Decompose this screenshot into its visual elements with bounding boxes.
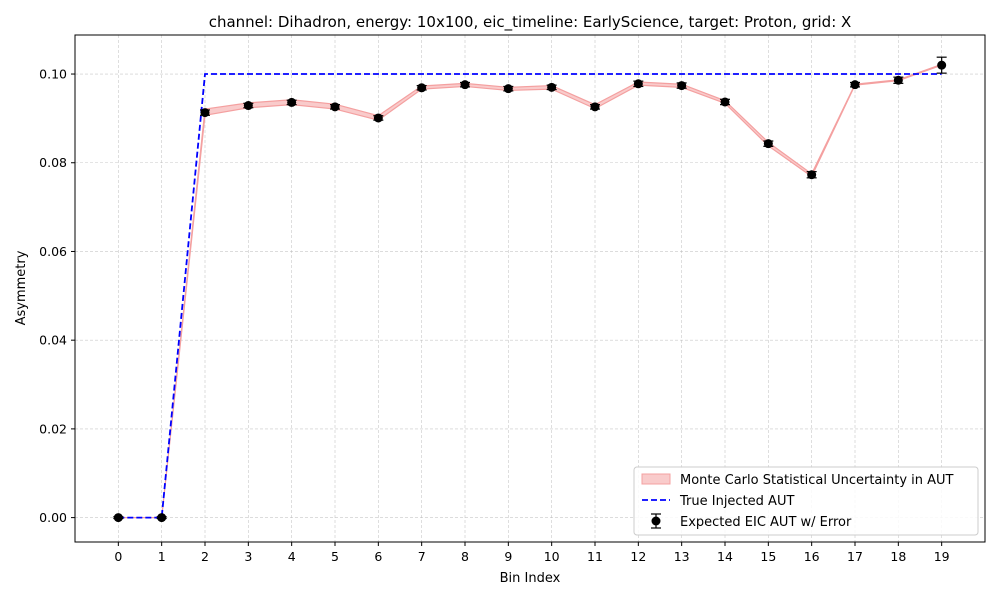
errorbar-point [113,513,124,523]
errorbar-point [373,113,384,123]
x-tick-label: 9 [504,549,512,564]
x-tick-label: 6 [374,549,382,564]
errorbar-point [850,80,860,90]
data-point [677,81,687,91]
errorbar-point [590,102,600,112]
legend-label-errorbar: Expected EIC AUT w/ Error [680,515,852,530]
y-tick-label: 0.06 [39,244,67,259]
y-tick-label: 0.02 [39,421,67,436]
legend-label-band: Monte Carlo Statistical Uncertainty in A… [680,473,954,488]
true-line-layer [118,73,942,519]
plot-area-frame [74,34,986,543]
x-tick-label: 5 [331,549,339,564]
errorbar-point [243,101,254,111]
data-point [243,101,253,111]
errorbar-point [720,97,730,107]
x-tick-label: 14 [717,549,733,564]
errorbar-layer [113,56,947,523]
data-point [157,513,167,523]
x-tick-label: 10 [544,549,560,564]
data-point [417,83,427,93]
x-tick-label: 15 [760,549,776,564]
y-tick-label: 0.00 [39,510,67,525]
data-point [373,113,383,123]
errorbar-point [676,81,687,91]
x-tick-label: 7 [418,549,426,564]
x-axis-label: Bin Index [500,571,561,586]
x-tick-label: 13 [674,549,690,564]
legend-swatch-errorbar [651,513,661,529]
true-injected-line [118,73,942,519]
x-tick-label: 19 [934,549,950,564]
legend-frame [633,466,979,536]
grid-layer [75,35,985,542]
data-point [893,75,903,85]
data-point [763,139,773,149]
errorbar-point [936,56,947,74]
x-tick-label: 0 [114,549,122,564]
data-point [503,84,513,94]
y-tick-label: 0.04 [39,333,67,348]
chart-title: channel: Dihadron, energy: 10x100, eic_t… [209,13,852,32]
legend-label-true-line: True Injected AUT [679,494,794,509]
x-axis-ticks: 0 1 2 3 4 5 6 7 8 9 10 11 12 13 14 15 16 17 18 19 [114,542,950,564]
data-point [807,170,817,180]
x-tick-label: 11 [587,549,603,564]
data-point [850,80,860,90]
data-point [590,102,600,112]
errorbar-point [330,102,340,112]
data-point [547,82,557,92]
data-point [113,513,123,523]
x-tick-label: 17 [847,549,863,564]
uncertainty-band [117,63,943,519]
y-axis-label: Asymmetry [14,250,29,325]
data-point [937,60,947,70]
x-tick-label: 8 [461,549,469,564]
errorbar-point [633,79,644,89]
data-point [200,108,210,118]
errorbar-point [460,80,470,90]
data-point [330,102,340,112]
errorbar-point [156,513,167,523]
errorbar-point [416,83,427,93]
errorbar-point [286,97,297,107]
y-axis-ticks: 0.00 0.02 0.04 0.06 0.08 0.10 [39,67,75,525]
data-point [633,79,643,89]
errorbar-point [200,108,210,118]
data-point [460,80,470,90]
y-tick-label: 0.10 [39,67,67,82]
x-tick-label: 12 [630,549,646,564]
uncertainty-band-layer [117,63,943,519]
legend: Monte Carlo Statistical Uncertainty in A… [633,466,979,536]
errorbar-point [806,170,817,180]
errorbar-point [503,84,514,94]
errorbar-point [763,139,774,149]
x-tick-label: 1 [158,549,166,564]
x-tick-label: 2 [201,549,209,564]
legend-swatch-band [641,473,671,485]
data-point [720,97,730,107]
data-point [287,97,297,107]
x-tick-label: 16 [804,549,820,564]
x-tick-label: 4 [288,549,296,564]
errorbar-point [893,75,904,85]
errorbar-point [546,82,557,92]
y-tick-label: 0.08 [39,155,67,170]
x-tick-label: 18 [890,549,906,564]
x-tick-label: 3 [244,549,252,564]
